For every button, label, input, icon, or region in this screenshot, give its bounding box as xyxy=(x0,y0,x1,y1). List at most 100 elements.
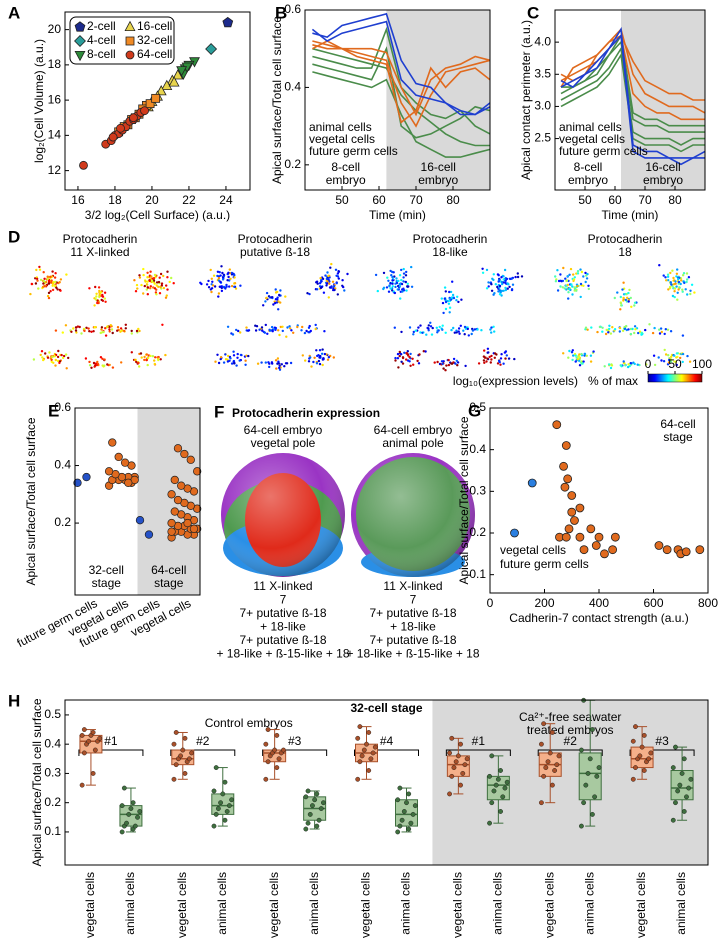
map-dot xyxy=(406,359,410,362)
map-dot xyxy=(166,270,169,273)
map-dot xyxy=(222,273,226,276)
point xyxy=(567,491,577,500)
map-dot xyxy=(667,361,671,364)
map-dot xyxy=(394,356,397,360)
point xyxy=(151,93,161,103)
point xyxy=(564,524,574,534)
map-dot xyxy=(675,352,679,355)
map-dot xyxy=(511,283,515,286)
map-dot xyxy=(561,286,564,289)
map-dot xyxy=(103,358,106,361)
map-dot xyxy=(275,367,278,370)
map-dot xyxy=(666,273,670,276)
point xyxy=(455,753,461,759)
map-dot xyxy=(666,328,670,331)
map-dot xyxy=(664,328,667,331)
point xyxy=(695,545,705,555)
map-dot xyxy=(409,352,412,356)
map-dot xyxy=(230,284,234,288)
map-dot xyxy=(274,359,278,362)
map-dot xyxy=(448,306,452,309)
map-dot xyxy=(391,282,394,285)
map-dot xyxy=(53,355,56,358)
map-dot xyxy=(630,305,633,308)
x-tick-label: 600 xyxy=(643,596,663,610)
map-dot xyxy=(576,272,580,275)
map-dot xyxy=(440,297,443,300)
map-dot xyxy=(51,288,55,292)
map-dot xyxy=(390,274,393,277)
map-dot xyxy=(320,352,324,355)
legend-label: 4-cell xyxy=(87,33,116,47)
map-dot xyxy=(279,301,282,304)
point xyxy=(171,776,177,782)
map-dot xyxy=(209,268,212,272)
x-tick-label: 400 xyxy=(589,596,609,610)
map-dot xyxy=(398,285,401,288)
map-dot xyxy=(300,329,303,332)
map-dot xyxy=(225,285,228,288)
map-dot xyxy=(490,331,493,334)
point xyxy=(180,449,189,459)
category-label: animal cells xyxy=(491,872,505,935)
map-dot xyxy=(230,362,234,365)
x-axis-label: 3/2 log₂(Cell Surface) (a.u.) xyxy=(85,208,230,222)
map-dot xyxy=(398,354,401,358)
map-dot xyxy=(135,283,139,287)
map-dot xyxy=(236,352,239,356)
map-dot xyxy=(570,351,574,354)
point xyxy=(489,753,495,759)
map-dot xyxy=(221,271,224,275)
map-dot xyxy=(330,262,333,266)
map-dot xyxy=(667,354,670,357)
point xyxy=(355,776,361,782)
legend-label: 7+ putative ß-18 xyxy=(369,633,456,647)
condition-label: treated embryos xyxy=(527,723,614,737)
point xyxy=(464,756,470,762)
map-dot xyxy=(232,350,235,353)
map-dot xyxy=(277,300,280,303)
map-dot xyxy=(318,282,322,285)
point xyxy=(487,773,492,779)
map-dot xyxy=(217,295,220,298)
point xyxy=(104,467,114,476)
map-dot xyxy=(625,293,628,296)
map-dot xyxy=(669,360,673,363)
y-axis-label: Apical surface/Total cell surface xyxy=(24,417,38,585)
map-dot xyxy=(489,328,492,331)
map-dot xyxy=(442,311,445,315)
map-dot xyxy=(401,362,405,365)
legend-label: 32-cell xyxy=(137,33,172,47)
map-dot xyxy=(228,268,231,271)
map-dot xyxy=(44,284,47,287)
map-dot xyxy=(58,361,61,365)
point xyxy=(648,750,654,756)
point xyxy=(176,66,188,77)
map-dot xyxy=(268,328,271,331)
x-axis-label: Time (min) xyxy=(369,208,426,222)
map-dot xyxy=(583,352,587,356)
point xyxy=(145,99,155,109)
group-bracket xyxy=(78,749,144,756)
map-dot xyxy=(94,285,97,289)
point xyxy=(600,549,609,559)
map-dot xyxy=(166,276,169,279)
category-label: animal cells xyxy=(215,872,229,935)
map-dot xyxy=(225,283,228,287)
map-dot xyxy=(157,280,161,284)
point xyxy=(639,744,645,750)
point xyxy=(579,823,584,829)
category-label: animal cells xyxy=(674,872,688,935)
map-dot xyxy=(158,276,161,279)
map-dot xyxy=(151,355,155,358)
map-dot xyxy=(651,331,655,335)
point xyxy=(213,811,219,817)
map-dot xyxy=(39,353,42,357)
map-dot xyxy=(520,275,524,278)
point xyxy=(226,803,232,809)
map-dot xyxy=(662,360,666,363)
map-dot xyxy=(318,349,322,352)
map-dot xyxy=(444,290,447,293)
map-dot xyxy=(451,293,455,297)
map-dot xyxy=(498,293,502,296)
